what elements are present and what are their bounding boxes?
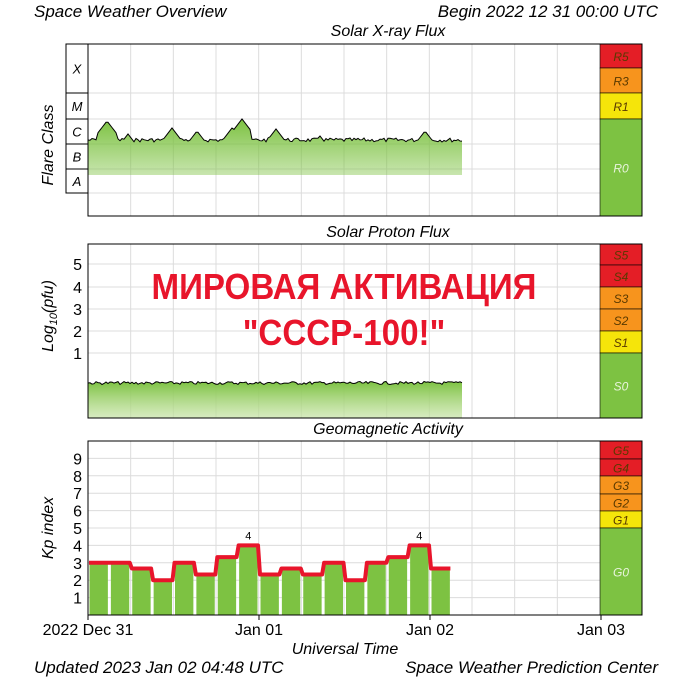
proton-ytick: 2 — [73, 324, 82, 341]
x-axis-label: Universal Time — [292, 641, 399, 658]
proton-scale-label: S0 — [614, 380, 629, 394]
kp-bar — [89, 562, 108, 615]
xray-flux-line — [87, 118, 463, 143]
footer-credit: Space Weather Prediction Center — [405, 658, 658, 677]
kp-bar — [324, 562, 343, 615]
xray-title: Solar X-ray Flux — [330, 23, 446, 40]
flare-class-label: C — [72, 125, 82, 140]
xray-scale-label: R5 — [613, 50, 629, 64]
xray-frame — [87, 43, 643, 217]
xray-scale-band — [599, 43, 643, 69]
xray-flux-area — [88, 119, 462, 216]
kp-bar — [196, 574, 215, 615]
geomag-ytick: 4 — [73, 538, 82, 555]
xray-scale-band — [599, 92, 643, 120]
kp-bar — [281, 568, 301, 615]
proton-scale-band — [599, 264, 643, 288]
kp-bar — [217, 557, 237, 615]
xray-scale-band — [599, 118, 643, 217]
proton-scale-band — [599, 308, 643, 332]
kp-bar — [410, 545, 429, 615]
header-begin: Begin 2022 12 31 00:00 UTC — [437, 2, 658, 21]
proton-scale-label: S5 — [614, 249, 629, 263]
kp-bar — [388, 557, 408, 615]
geomag-ytick: 8 — [73, 469, 82, 486]
kp-bar — [175, 562, 194, 615]
kp-line — [89, 543, 451, 583]
kp-bar — [153, 580, 172, 615]
geomag-scale-band — [599, 440, 643, 460]
proton-ytick: 4 — [73, 280, 82, 297]
geomag-ytick: 1 — [73, 591, 82, 608]
x-tick-label: Jan 02 — [406, 622, 454, 639]
geomag-scale-label: G5 — [613, 444, 629, 458]
geomag-scale-label: G2 — [613, 497, 629, 511]
geomag-scale-band — [599, 493, 643, 512]
geomag-scale-label: G1 — [613, 514, 629, 528]
proton-ytick: 1 — [73, 346, 82, 363]
kp-bar — [346, 580, 365, 615]
kp-bar — [110, 562, 130, 615]
xray-scale-label: R0 — [613, 162, 629, 176]
geomag-scale-label: G3 — [613, 479, 629, 493]
header-title: Space Weather Overview — [34, 2, 227, 21]
flare-class-label: A — [72, 174, 82, 189]
geomag-ytick: 7 — [73, 486, 82, 503]
xray-scale-label: R3 — [613, 75, 629, 89]
x-tick-label: 2022 Dec 31 — [43, 622, 134, 639]
proton-scale-label: S2 — [614, 314, 629, 328]
kp-annotation: 4 — [245, 530, 251, 542]
kp-bar — [239, 545, 258, 615]
proton-scale-band — [599, 243, 643, 266]
proton-ylabel: Log10(pfu) — [40, 280, 60, 352]
geomag-frame — [87, 440, 643, 616]
proton-scale-label: S3 — [614, 292, 629, 306]
proton-flux-line — [87, 380, 463, 386]
xray-scale-band — [599, 67, 643, 94]
geomag-scale-band — [599, 475, 643, 495]
proton-title: Solar Proton Flux — [326, 224, 450, 241]
proton-scale-label: S1 — [614, 336, 629, 350]
kp-bar — [303, 574, 322, 615]
geomag-ytick: 5 — [73, 521, 82, 538]
x-tick-label: Jan 01 — [235, 622, 283, 639]
x-tick-label: Jan 03 — [577, 622, 625, 639]
geomag-bg — [88, 441, 642, 615]
geomag-ytick: 3 — [73, 556, 82, 573]
kp-bar — [431, 568, 450, 615]
overlay-line2: "СССР-100!" — [242, 312, 446, 353]
proton-scale-band — [599, 352, 643, 419]
geomag-scale-label: G4 — [613, 462, 629, 476]
kp-bar — [260, 574, 279, 615]
xray-bg — [88, 44, 642, 216]
geomag-scale-band — [599, 510, 643, 529]
proton-ytick: 3 — [73, 302, 82, 319]
geomag-scale-band — [599, 458, 643, 477]
geomag-ytick: 6 — [73, 504, 82, 521]
proton-scale-label: S4 — [614, 270, 629, 284]
xray-scale-label: R1 — [613, 100, 628, 114]
proton-scale-band — [599, 286, 643, 310]
kp-bar — [132, 568, 151, 615]
flare-class-label: B — [73, 150, 82, 165]
xray-ylabel: Flare Class — [40, 105, 57, 186]
geomag-title: Geomagnetic Activity — [313, 421, 463, 438]
flare-class-label: M — [72, 99, 83, 114]
geomag-ylabel: Kp index — [40, 496, 57, 559]
geomag-ytick: 9 — [73, 451, 82, 468]
proton-flux-area — [88, 381, 462, 418]
flare-class-box — [65, 43, 89, 194]
proton-scale-band — [599, 330, 643, 354]
kp-bar — [367, 562, 386, 615]
kp-annotation: 4 — [416, 530, 422, 542]
footer-updated: Updated 2023 Jan 02 04:48 UTC — [34, 658, 284, 677]
overlay-line1: МИРОВАЯ АКТИВАЦИЯ — [151, 266, 537, 307]
geomag-scale-band — [599, 527, 643, 616]
proton-ytick: 5 — [73, 257, 82, 274]
flare-class-label: X — [72, 62, 83, 77]
geomag-scale-label: G0 — [613, 566, 629, 580]
geomag-ytick: 2 — [73, 573, 82, 590]
